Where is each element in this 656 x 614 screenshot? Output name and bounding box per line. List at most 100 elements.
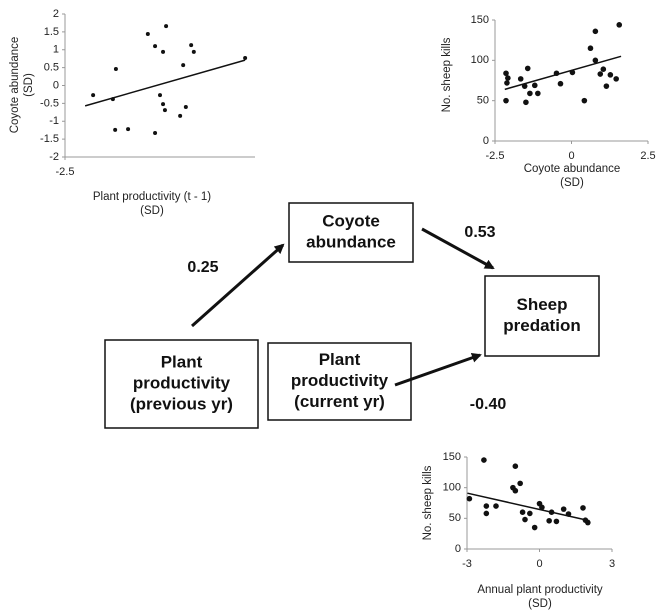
point xyxy=(162,108,167,113)
scatter-chart: -2 -1.5 -1 -0.5 0 0.5 1 1.5 2 -2.5 Plant productiv… xyxy=(9,8,255,217)
point xyxy=(466,495,473,502)
y-axis-title: No. sheep kills xyxy=(422,465,434,540)
y-tick-label: 150 xyxy=(443,451,461,463)
point xyxy=(522,516,528,523)
y-tick-label: 0 xyxy=(455,543,461,555)
x-axis-title: Annual plant productivity xyxy=(477,584,603,596)
y-tick-label: 0 xyxy=(53,79,59,91)
point xyxy=(189,43,194,48)
point xyxy=(553,518,560,525)
point xyxy=(512,463,519,470)
node-label: (previous yr) xyxy=(130,394,233,413)
edge-arrow xyxy=(421,227,495,270)
x-axis-title: Plant productivity (t - 1) xyxy=(93,191,211,203)
x-axis-title: (SD) xyxy=(560,177,584,189)
edge-label: 0.53 xyxy=(464,224,495,241)
point xyxy=(503,97,509,104)
point xyxy=(483,503,490,509)
point xyxy=(481,457,487,463)
point xyxy=(113,67,118,72)
point xyxy=(183,104,188,109)
point xyxy=(164,24,169,29)
node-label: Sheep xyxy=(516,295,567,314)
point xyxy=(616,22,623,28)
y-tick-label: 100 xyxy=(471,54,489,66)
point xyxy=(546,517,552,524)
y-tick-label: -0.5 xyxy=(40,97,59,109)
point xyxy=(505,75,511,81)
node: Coyote abundance xyxy=(288,202,414,263)
point xyxy=(126,127,131,132)
point xyxy=(523,99,529,106)
x-tick-label: -2.5 xyxy=(56,166,75,178)
scatter-chart: 0 50 100 150 -2.5 0 2.5 Coyote abundance (SD) No.… xyxy=(441,14,656,189)
point xyxy=(191,49,196,54)
x-tick-label: 3 xyxy=(609,558,615,570)
point xyxy=(560,506,567,512)
point xyxy=(517,76,524,82)
y-axis-title: Coyote abundance xyxy=(9,37,21,134)
point xyxy=(161,49,166,54)
edge: 0.53 xyxy=(421,224,496,270)
point xyxy=(531,82,538,89)
node: Sheep predation xyxy=(484,275,600,357)
node-box xyxy=(104,339,259,429)
point xyxy=(153,131,158,136)
x-axis-title: Coyote abundance xyxy=(524,163,621,175)
node-label: Plant xyxy=(161,352,203,371)
x-axis-title: (SD) xyxy=(528,598,552,610)
point xyxy=(539,504,545,511)
y-tick-label: 50 xyxy=(449,512,461,524)
point xyxy=(91,93,96,98)
point xyxy=(592,57,599,64)
point xyxy=(580,505,586,511)
edge: -0.40 xyxy=(394,352,506,413)
point xyxy=(531,524,538,531)
point xyxy=(581,97,588,104)
node-label: (current yr) xyxy=(294,392,385,411)
edge: 0.25 xyxy=(187,243,285,328)
edge-arrow xyxy=(394,352,482,387)
y-tick-label: 1.5 xyxy=(44,26,59,38)
point xyxy=(493,503,499,509)
node-label: Plant xyxy=(319,350,361,369)
point xyxy=(503,70,509,77)
y-tick-label: -1 xyxy=(49,115,59,127)
node-label: productivity xyxy=(291,371,389,390)
node-label: productivity xyxy=(133,373,231,392)
y-tick-label: -1.5 xyxy=(40,133,59,145)
y-axis-title: No. sheep kills xyxy=(441,37,453,112)
point xyxy=(613,76,619,82)
point xyxy=(524,65,531,72)
node: Plant productivity (previous yr) xyxy=(104,339,259,429)
point xyxy=(512,487,519,494)
node-box xyxy=(288,202,414,263)
node-box xyxy=(267,342,412,421)
point xyxy=(145,32,150,37)
y-tick-label: 0.5 xyxy=(44,62,59,74)
y-tick-label: 1 xyxy=(53,44,59,56)
node-box xyxy=(484,275,600,357)
node: Plant productivity (current yr) xyxy=(267,342,412,421)
trend-line xyxy=(504,55,622,91)
x-tick-label: -2.5 xyxy=(486,150,505,162)
point xyxy=(153,44,158,49)
x-tick-label: 2.5 xyxy=(640,150,655,162)
trend-line xyxy=(467,492,590,522)
point xyxy=(158,93,162,98)
point xyxy=(592,28,599,35)
point xyxy=(535,90,541,97)
point xyxy=(597,71,604,77)
y-tick-label: -2 xyxy=(49,151,59,163)
point xyxy=(517,480,523,487)
y-tick-label: 50 xyxy=(477,95,489,107)
point xyxy=(600,66,607,73)
point xyxy=(527,510,533,517)
y-tick-label: 150 xyxy=(471,14,489,26)
node-label: Coyote xyxy=(322,211,380,230)
y-tick-label: 0 xyxy=(483,135,489,147)
point xyxy=(557,80,564,87)
point xyxy=(243,55,248,60)
